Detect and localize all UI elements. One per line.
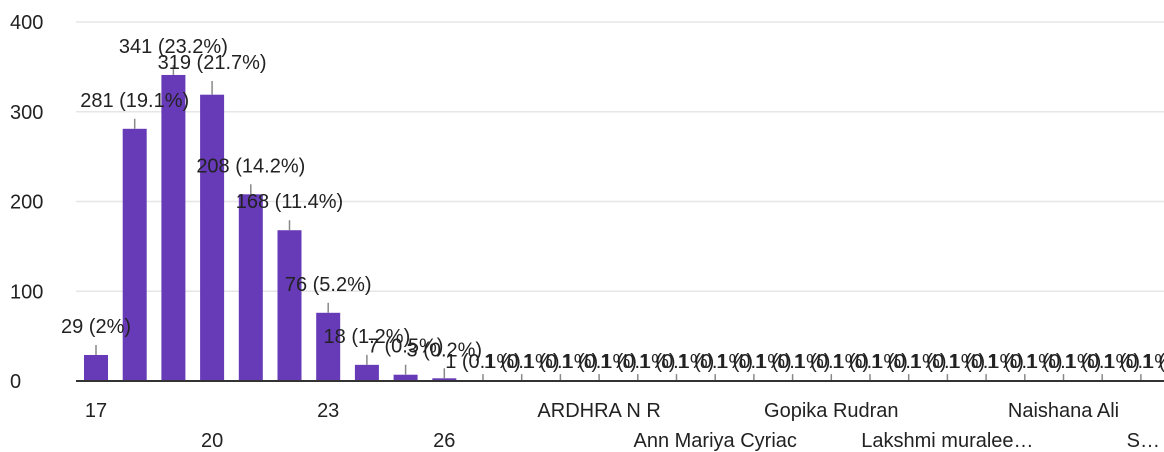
bar-2[interactable] [123,129,147,381]
x-tick-label-7: 23 [317,400,339,422]
bar-1[interactable] [84,355,108,381]
data-label-5: 208 (14.2%) [196,155,305,177]
data-labels: 29 (2%)281 (19.1%)341 (23.2%)319 (21.7%)… [61,36,1164,373]
x-tick-label-14: ARDHRA N R [537,400,660,422]
y-tick-label-400: 400 [10,12,43,34]
data-label-29: 1 (0.1%) [1142,351,1164,373]
data-label-1: 29 (2%) [61,316,131,338]
bar-8[interactable] [355,365,379,381]
bars [84,75,1164,381]
y-tick-label-200: 200 [10,192,43,214]
bar-5[interactable] [239,194,263,381]
bar-4[interactable] [200,95,224,381]
y-axis-ticks: 0 100 200 300 400 [10,12,43,393]
x-tick-label-23: Lakshmi muralee… [861,430,1033,452]
x-tick-label-17: Ann Mariya Cyriac [634,430,797,452]
data-label-4: 319 (21.7%) [158,52,267,74]
x-tick-label-29: S… [1127,430,1160,452]
x-tick-label-1: 17 [85,400,107,422]
data-label-7: 76 (5.2%) [285,274,372,296]
data-label-6: 168 (11.4%) [236,191,343,213]
x-axis-labels: 17 20 23 26 ARDHRA N R Ann Mariya Cyriac Gopik… [85,400,1160,452]
x-tick-label-26: Naishana Ali [1008,400,1119,422]
x-tick-label-4: 20 [201,430,223,452]
y-tick-label-0: 0 [10,371,21,393]
data-label-2: 281 (19.1%) [80,90,189,112]
y-tick-label-100: 100 [10,281,43,303]
bar-6[interactable] [278,230,302,381]
bar-3[interactable] [161,75,185,381]
x-tick-label-20: Gopika Rudran [764,400,899,422]
y-tick-label-300: 300 [10,102,43,124]
x-tick-label-10: 26 [433,430,455,452]
